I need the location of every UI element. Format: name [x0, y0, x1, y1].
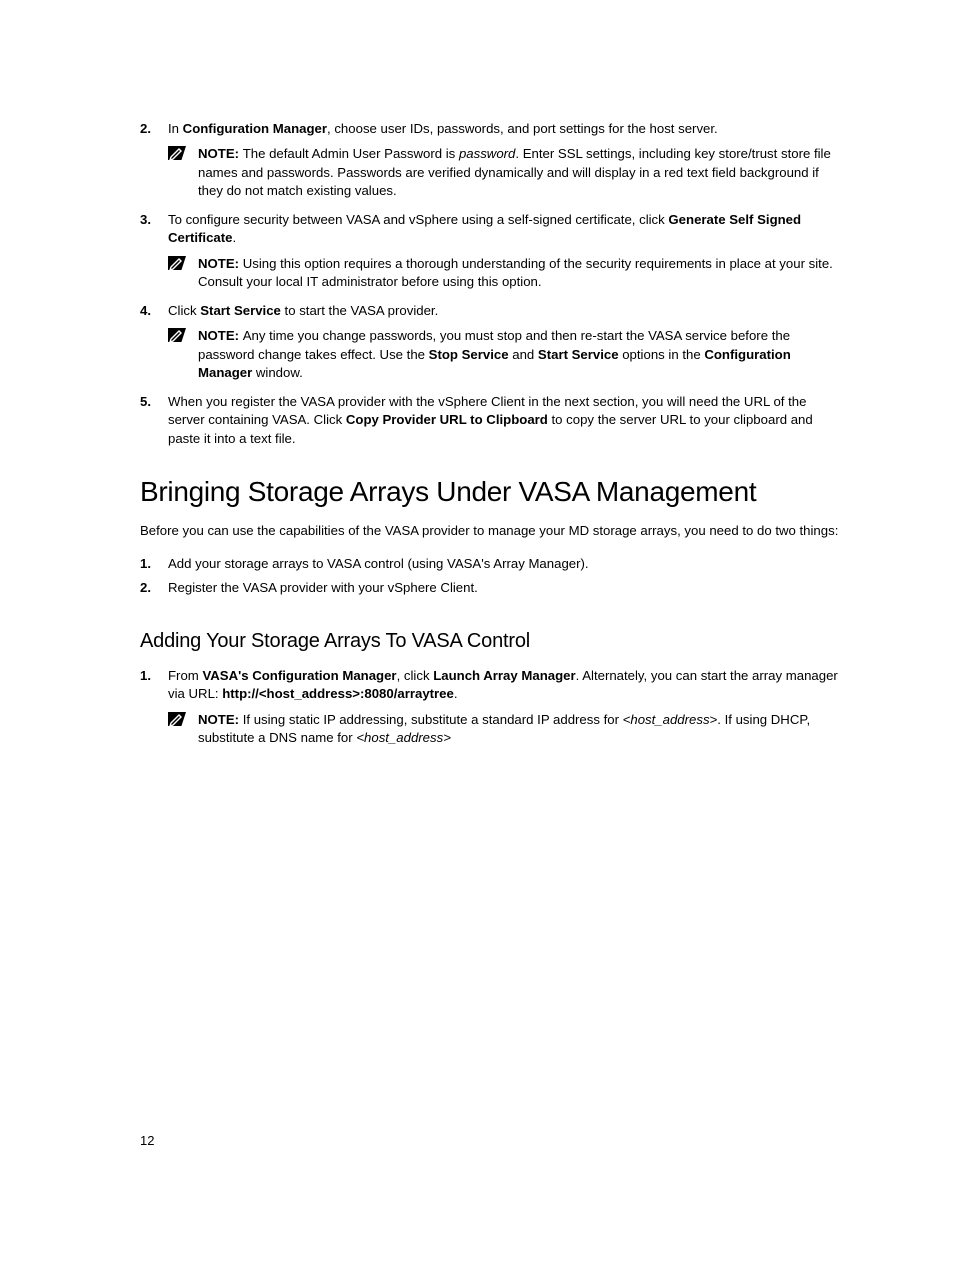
list-number: 2. [140, 579, 168, 597]
body-text: window. [252, 365, 303, 380]
list-item: 2.Register the VASA provider with your v… [140, 579, 841, 597]
list-body: In Configuration Manager, choose user ID… [168, 120, 841, 205]
body-text: options in the [619, 347, 705, 362]
body-text: . [233, 230, 237, 245]
note-icon [168, 711, 198, 748]
note-text: NOTE: Using this option requires a thoro… [198, 255, 841, 292]
bold-text: Launch Array Manager [433, 668, 575, 683]
italic-text: <host_address> [623, 712, 718, 727]
bold-text: NOTE: [198, 256, 243, 271]
body-text: , click [397, 668, 434, 683]
body-text: and [509, 347, 538, 362]
section-title: Bringing Storage Arrays Under VASA Manag… [140, 476, 841, 508]
body-text: to start the VASA provider. [281, 303, 438, 318]
bold-text: VASA's Configuration Manager [202, 668, 396, 683]
list-body: To configure security between VASA and v… [168, 211, 841, 296]
note-block: NOTE: If using static IP addressing, sub… [168, 711, 841, 748]
body-text: In [168, 121, 183, 136]
note-icon [168, 255, 198, 292]
bold-text: Copy Provider URL to Clipboard [346, 412, 548, 427]
bold-text: NOTE: [198, 712, 243, 727]
list-body: When you register the VASA provider with… [168, 393, 841, 448]
page-number: 12 [140, 1133, 154, 1148]
list-item: 3.To configure security between VASA and… [140, 211, 841, 296]
list-item: 1.From VASA's Configuration Manager, cli… [140, 667, 841, 752]
bold-text: Start Service [200, 303, 281, 318]
list-number: 2. [140, 120, 168, 205]
subsection-list: 1.From VASA's Configuration Manager, cli… [140, 667, 841, 752]
list-number: 1. [140, 555, 168, 573]
list-number: 5. [140, 393, 168, 448]
italic-text: password [459, 146, 515, 161]
top-steps-list: 2.In Configuration Manager, choose user … [140, 120, 841, 448]
list-body: From VASA's Configuration Manager, click… [168, 667, 841, 752]
body-text: If using static IP addressing, substitut… [243, 712, 623, 727]
bold-text: http://<host_address>:8080/arraytree [222, 686, 454, 701]
body-text: Click [168, 303, 200, 318]
list-item: 1.Add your storage arrays to VASA contro… [140, 555, 841, 573]
section-list: 1.Add your storage arrays to VASA contro… [140, 555, 841, 598]
body-text: Using this option requires a thorough un… [198, 256, 833, 289]
bold-text: NOTE: [198, 328, 243, 343]
list-body: Add your storage arrays to VASA control … [168, 555, 841, 573]
note-icon [168, 327, 198, 382]
body-text: Add your storage arrays to VASA control … [168, 556, 589, 571]
bold-text: Start Service [538, 347, 619, 362]
list-item: 2.In Configuration Manager, choose user … [140, 120, 841, 205]
list-item: 5.When you register the VASA provider wi… [140, 393, 841, 448]
body-text: , choose user IDs, passwords, and port s… [327, 121, 718, 136]
note-text: NOTE: The default Admin User Password is… [198, 145, 841, 200]
list-number: 4. [140, 302, 168, 387]
note-block: NOTE: Any time you change passwords, you… [168, 327, 841, 382]
list-item: 4.Click Start Service to start the VASA … [140, 302, 841, 387]
list-number: 3. [140, 211, 168, 296]
list-body: Click Start Service to start the VASA pr… [168, 302, 841, 387]
note-text: NOTE: If using static IP addressing, sub… [198, 711, 841, 748]
note-block: NOTE: The default Admin User Password is… [168, 145, 841, 200]
note-text: NOTE: Any time you change passwords, you… [198, 327, 841, 382]
list-body: Register the VASA provider with your vSp… [168, 579, 841, 597]
bold-text: Configuration Manager [183, 121, 327, 136]
subsection-title: Adding Your Storage Arrays To VASA Contr… [140, 630, 841, 653]
note-block: NOTE: Using this option requires a thoro… [168, 255, 841, 292]
body-text: Register the VASA provider with your vSp… [168, 580, 478, 595]
body-text: The default Admin User Password is [243, 146, 459, 161]
note-icon [168, 145, 198, 200]
italic-text: <host_address> [356, 730, 451, 745]
document-page: 2.In Configuration Manager, choose user … [0, 0, 954, 1268]
list-number: 1. [140, 667, 168, 752]
body-text: To configure security between VASA and v… [168, 212, 668, 227]
body-text: . [454, 686, 458, 701]
body-text: From [168, 668, 202, 683]
section-intro: Before you can use the capabilities of t… [140, 522, 841, 540]
bold-text: NOTE: [198, 146, 243, 161]
bold-text: Stop Service [429, 347, 509, 362]
